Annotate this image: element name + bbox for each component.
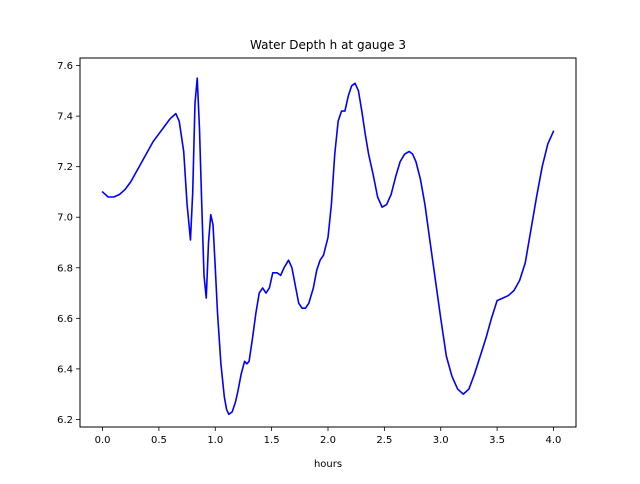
x-tick-label: 1.5 xyxy=(264,435,280,446)
x-tick-label: 0.5 xyxy=(151,435,167,446)
chart-title: Water Depth h at gauge 3 xyxy=(250,38,406,52)
y-tick-label: 6.4 xyxy=(57,364,73,375)
y-tick-label: 7.4 xyxy=(57,112,73,123)
y-tick-label: 6.2 xyxy=(57,415,73,426)
x-tick-label: 0.0 xyxy=(95,435,111,446)
series-line-0 xyxy=(101,77,555,416)
y-tick-label: 7.0 xyxy=(57,213,73,224)
x-tick-label: 3.0 xyxy=(433,435,449,446)
x-tick-label: 4.0 xyxy=(546,435,562,446)
y-tick-label: 7.6 xyxy=(57,61,73,72)
y-tick-label: 6.8 xyxy=(57,263,73,274)
x-axis-title: hours xyxy=(314,459,342,470)
x-tick-label: 2.5 xyxy=(376,435,392,446)
plot-area: 0.0 0.5 1.0 1.5 2.0 2.5 3.0 3.5 4.0 6.2 6.4 6.6 6.8 7… xyxy=(57,57,577,446)
y-tick-label: 6.6 xyxy=(57,314,73,325)
x-tick-label: 1.0 xyxy=(207,435,223,446)
y-tick-label: 7.2 xyxy=(57,162,73,173)
x-tick-label: 3.5 xyxy=(489,435,505,446)
x-tick-label: 2.0 xyxy=(320,435,336,446)
